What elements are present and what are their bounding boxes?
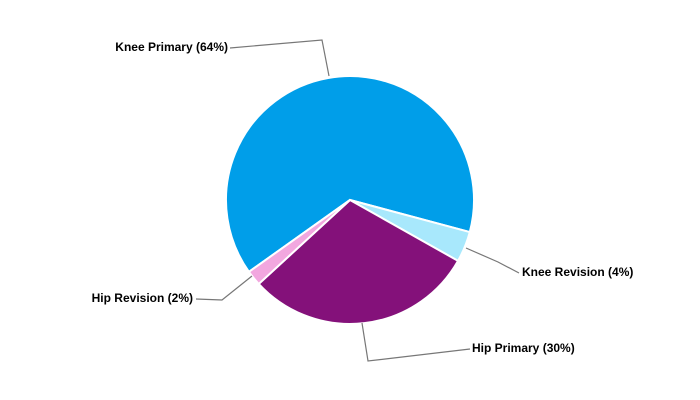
leader-line [195,275,253,301]
slice-label: Knee Primary (64%) [115,40,228,54]
slice-label: Knee Revision (4%) [522,265,633,279]
leader-line [361,322,471,362]
pie-slice [247,199,351,286]
pie-slice [257,198,460,325]
slice-label: Hip Primary (30%) [472,341,575,355]
leader-line [229,39,330,77]
slice-label: Hip Revision (2%) [92,291,193,305]
leader-line [465,247,520,274]
pie-slice [225,75,475,274]
